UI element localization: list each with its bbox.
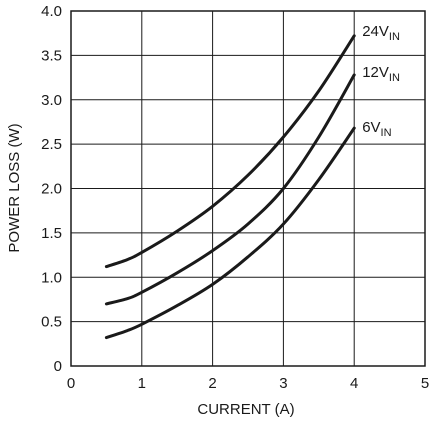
y-tick-label: 1.5	[41, 225, 62, 242]
y-axis-label: POWER LOSS (W)	[6, 123, 23, 252]
x-tick-label: 5	[421, 375, 429, 392]
y-tick-label: 3.0	[41, 92, 62, 109]
x-tick-label: 4	[350, 375, 358, 392]
series-labels: 24VIN 12VIN 6VIN	[362, 23, 400, 139]
series-label: 24VIN	[362, 23, 400, 43]
y-tick-label: 1.0	[41, 269, 62, 286]
y-tick-label: 0.5	[41, 314, 62, 331]
x-tick-label: 2	[208, 375, 216, 392]
series-label-subscript: IN	[389, 31, 400, 43]
plot-frame	[70, 10, 426, 367]
y-tick-label: 2.0	[41, 181, 62, 198]
series-line	[104, 34, 356, 269]
x-tick-label: 3	[279, 375, 287, 392]
series-line	[104, 73, 356, 306]
series-label: 12VIN	[362, 64, 400, 84]
x-axis-label: CURRENT (A)	[197, 401, 294, 418]
y-tick-label: 4.0	[41, 3, 62, 20]
tick-labels: 0 1 2 3 4 5 0 0.5 1.0 1.5 2.0 2.5 3.0 3.5 4.0	[41, 3, 429, 392]
x-tick-label: 1	[138, 375, 146, 392]
y-tick-label: 3.5	[41, 47, 62, 64]
series-label-subscript: IN	[381, 127, 392, 139]
y-tick-label: 2.5	[41, 136, 62, 153]
y-tick-label: 0	[54, 358, 62, 375]
x-tick-label: 0	[67, 375, 75, 392]
series-label: 6VIN	[362, 119, 391, 139]
series-line	[104, 126, 356, 340]
series-lines	[104, 34, 356, 340]
series-label-subscript: IN	[389, 72, 400, 84]
grid	[71, 11, 425, 366]
